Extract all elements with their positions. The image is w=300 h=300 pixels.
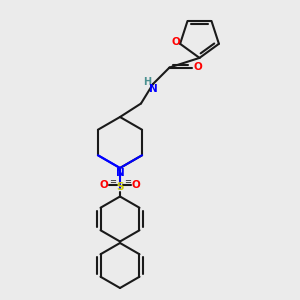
Text: N: N: [116, 167, 124, 178]
Text: =: =: [109, 178, 116, 187]
Text: =: =: [124, 178, 131, 187]
Text: N: N: [148, 83, 158, 94]
Text: S: S: [116, 182, 124, 193]
Text: O: O: [99, 180, 108, 190]
Text: H: H: [143, 76, 152, 87]
Text: O: O: [171, 37, 180, 47]
Text: O: O: [193, 62, 202, 73]
Text: O: O: [132, 180, 141, 190]
